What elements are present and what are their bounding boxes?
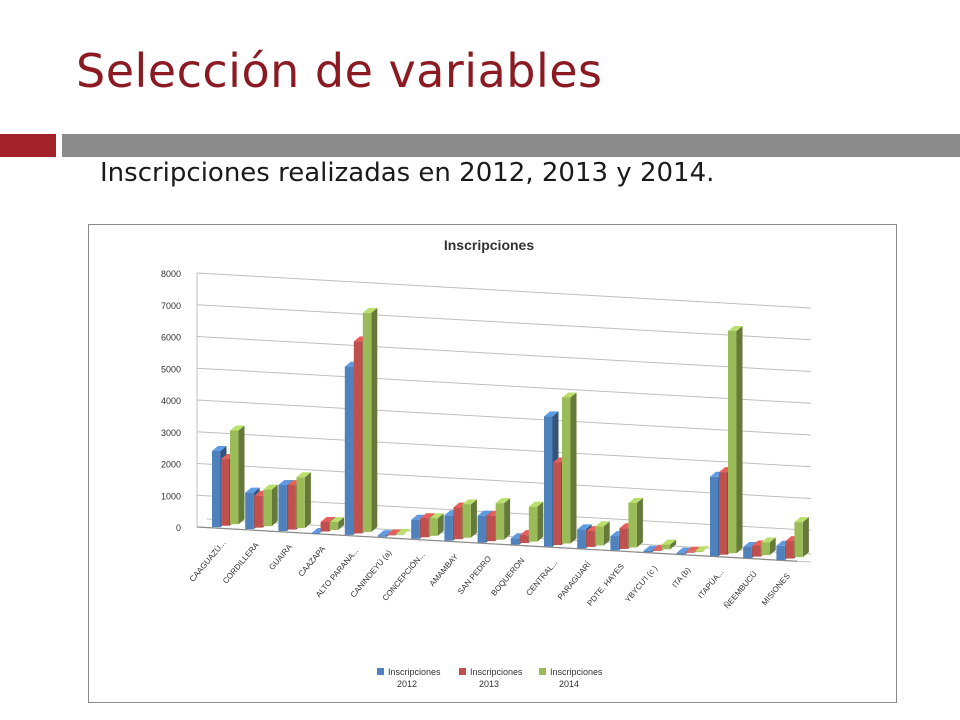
bar-2014 — [794, 517, 809, 558]
x-tick-label: YBYCU'I (c ) — [623, 564, 659, 605]
x-tick-label: PARAGUARÍ — [556, 559, 593, 601]
legend-label: 2012 — [397, 679, 417, 689]
legend-label: 2014 — [559, 679, 579, 689]
bar-2014 — [230, 425, 245, 525]
x-tick-label: CENTRAL... — [524, 558, 559, 598]
gridline — [196, 399, 812, 436]
y-tick-label: 4000 — [161, 396, 181, 406]
x-tick-label: ITA (b) — [670, 565, 692, 589]
bar-2014 — [661, 539, 677, 550]
chart-frame: Inscripciones 0 1000 2000 3000 4000 5000 6000 7… — [88, 224, 897, 703]
legend-swatch — [377, 668, 384, 675]
bar-2014 — [462, 499, 477, 538]
x-tick-label: ÑEEMBUCÚ — [722, 569, 758, 610]
x-tick-label: AMAMBAY — [428, 552, 461, 588]
gridline — [196, 304, 812, 341]
x-tick-label: CAAGUAZÚ... — [188, 539, 228, 584]
x-tick-label: MISIONES — [760, 572, 792, 608]
y-tick-label: 6000 — [161, 333, 181, 343]
bar-2014 — [362, 307, 378, 532]
bar-2014 — [429, 513, 444, 536]
y-tick-label: 1000 — [161, 491, 181, 501]
legend-swatch — [459, 668, 466, 675]
legend-label: 2013 — [479, 679, 499, 689]
y-tick-label: 2000 — [161, 460, 181, 470]
title-accent-bar — [0, 134, 56, 157]
legend-label: Inscripciones — [470, 667, 523, 677]
bar-2014 — [495, 498, 511, 540]
x-tick-label: PDTE. HAYES — [585, 562, 626, 608]
gridline — [196, 463, 812, 500]
bar-2014 — [628, 497, 643, 548]
x-tick-label: GUAIRA — [267, 542, 294, 572]
x-tick-label: BOQUERON — [489, 556, 526, 598]
slide-subtitle: Inscripciones realizadas en 2012, 2013 y… — [100, 158, 715, 188]
bar-2014 — [728, 325, 743, 554]
y-tick-label: 8000 — [161, 269, 181, 279]
gridline — [196, 272, 812, 309]
legend-swatch — [539, 668, 546, 675]
x-tick-label: CORDILLERA — [221, 540, 261, 585]
bar-2014 — [296, 472, 311, 529]
title-rule-bar — [62, 134, 960, 157]
y-tick-label: 5000 — [161, 364, 181, 374]
bar-2014 — [329, 517, 345, 531]
y-tick-label: 3000 — [161, 428, 181, 438]
inscripciones-chart: Inscripciones 0 1000 2000 3000 4000 5000 6000 7… — [161, 237, 812, 689]
slide-title: Selección de variables — [76, 44, 603, 98]
bar-2014 — [694, 546, 710, 553]
y-tick-label: 7000 — [161, 301, 181, 311]
bar-2014 — [761, 537, 776, 556]
legend-label: Inscripciones — [550, 667, 603, 677]
bar-2014 — [396, 528, 411, 535]
gridline — [196, 367, 812, 404]
y-tick-label: 0 — [176, 523, 181, 533]
chart-title: Inscripciones — [444, 237, 534, 253]
x-tick-label: SAN PEDRO — [456, 554, 493, 596]
bar-2014 — [595, 521, 610, 546]
x-tick-label: ITAPÚA... — [696, 568, 725, 601]
legend-label: Inscripciones — [388, 667, 441, 677]
gridline — [196, 336, 812, 373]
bar-2014 — [263, 484, 278, 527]
x-tick-label: CAAZAPA — [297, 544, 328, 578]
bar-2014 — [528, 501, 544, 542]
bar-2014 — [562, 392, 577, 544]
floor-front-edge — [196, 526, 798, 562]
gridline — [196, 431, 812, 468]
